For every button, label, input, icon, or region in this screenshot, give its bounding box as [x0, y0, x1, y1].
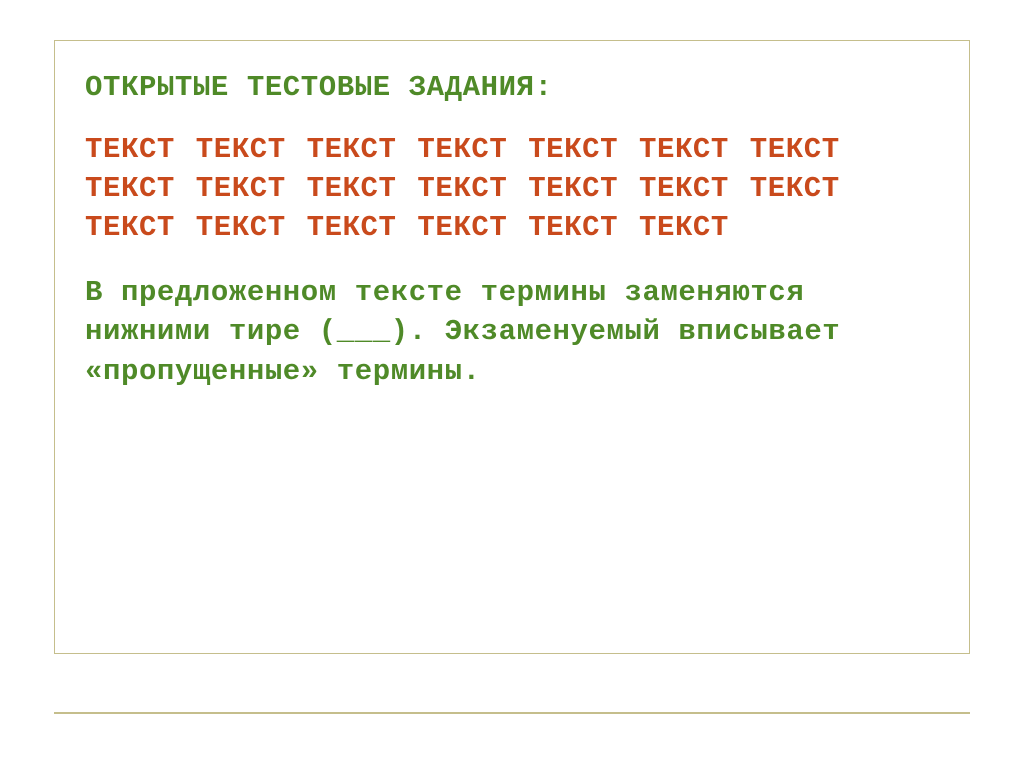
bottom-divider [54, 712, 970, 714]
slide-title: ОТКРЫТЫЕ ТЕСТОВЫЕ ЗАДАНИЯ: [85, 71, 939, 106]
instruction-text: В предложенном тексте термины заменяются… [85, 273, 939, 390]
example-text-block: ТЕКСТ ТЕКСТ ТЕКСТ ТЕКСТ ТЕКСТ ТЕКСТ ТЕКС… [85, 130, 939, 247]
content-frame: ОТКРЫТЫЕ ТЕСТОВЫЕ ЗАДАНИЯ: ТЕКСТ ТЕКСТ Т… [54, 40, 970, 654]
slide: ОТКРЫТЫЕ ТЕСТОВЫЕ ЗАДАНИЯ: ТЕКСТ ТЕКСТ Т… [0, 0, 1024, 768]
